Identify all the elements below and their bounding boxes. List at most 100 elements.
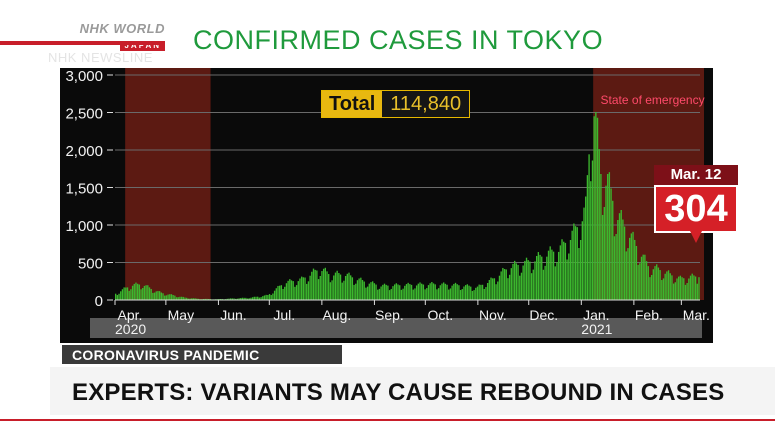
bar — [189, 298, 191, 300]
story-title: EXPERTS: VARIANTS MAY CAUSE REBOUND IN C… — [72, 379, 725, 406]
bar — [576, 227, 578, 300]
bar — [158, 291, 161, 300]
bar — [485, 287, 487, 300]
bar — [317, 279, 320, 300]
y-tick-label: 0 — [95, 293, 103, 310]
bar — [696, 283, 698, 300]
bar — [344, 276, 347, 300]
bar — [554, 266, 556, 300]
bar — [448, 289, 450, 300]
bar — [299, 278, 301, 300]
bar — [277, 285, 279, 300]
bar — [336, 270, 338, 300]
bar — [355, 283, 357, 300]
bar — [600, 174, 602, 300]
bar — [672, 283, 675, 300]
bar — [177, 297, 179, 300]
bar — [691, 273, 693, 300]
bar — [404, 285, 406, 300]
bar — [608, 172, 611, 300]
bar — [378, 288, 381, 300]
bar — [282, 288, 284, 300]
bar — [341, 282, 343, 300]
bar — [145, 285, 147, 300]
bar — [519, 275, 521, 300]
bar — [385, 284, 387, 300]
callout-value: 304 — [654, 185, 738, 233]
bar — [383, 283, 386, 300]
bar — [512, 263, 514, 300]
bar — [169, 294, 171, 300]
bar — [588, 154, 590, 300]
bar — [302, 277, 305, 300]
bar — [116, 295, 119, 300]
bar — [679, 275, 682, 300]
bar — [289, 279, 291, 300]
bar — [698, 277, 700, 300]
bottom-accent-line — [0, 419, 775, 421]
logo-main-text: NHK WORLD — [79, 21, 165, 36]
bar — [138, 284, 141, 300]
bar — [529, 261, 531, 300]
bar — [630, 233, 633, 300]
bar — [363, 281, 365, 300]
bar — [187, 298, 190, 300]
bar — [197, 298, 200, 300]
bar — [534, 261, 536, 300]
bar — [170, 294, 173, 300]
bar — [669, 273, 671, 300]
bar — [297, 281, 299, 300]
bar — [590, 181, 592, 300]
bar — [486, 283, 489, 300]
bar — [273, 290, 276, 300]
bar — [316, 270, 318, 300]
bar — [483, 288, 485, 300]
bar — [454, 282, 457, 300]
y-tick-label: 1,000 — [65, 218, 103, 235]
bar — [375, 284, 377, 300]
bar — [607, 174, 609, 300]
bar — [260, 297, 262, 300]
bar — [595, 112, 597, 300]
bar — [439, 285, 441, 300]
bar — [175, 297, 178, 300]
bar — [579, 240, 582, 300]
bar — [350, 275, 352, 300]
bar — [542, 269, 545, 300]
bar — [412, 289, 414, 300]
bar — [522, 265, 524, 300]
month-label: Jan. — [583, 307, 609, 323]
bar — [319, 276, 321, 300]
bar — [649, 277, 651, 300]
bar — [245, 297, 247, 300]
bar — [280, 285, 283, 300]
bar — [434, 284, 436, 300]
bar — [652, 269, 655, 300]
bar — [566, 259, 568, 300]
bar — [615, 234, 617, 300]
bar — [432, 283, 435, 300]
bar — [226, 298, 228, 300]
bar — [546, 256, 548, 300]
bar — [598, 149, 600, 300]
bar — [678, 276, 680, 300]
bar — [253, 296, 255, 300]
bar — [632, 231, 634, 300]
bar — [162, 293, 164, 300]
bar — [574, 226, 577, 300]
bar — [338, 273, 340, 300]
bar — [578, 248, 580, 300]
bar — [431, 282, 433, 300]
chart-panel: State of emergency 0 500 1,000 1,500 2,000 2,5… — [60, 68, 713, 343]
bar — [530, 273, 533, 300]
year-label: 2020 — [115, 321, 146, 337]
bar — [569, 240, 572, 300]
bar — [612, 200, 614, 300]
bar — [498, 275, 501, 300]
bar — [508, 274, 511, 300]
bar — [645, 261, 648, 300]
bar — [328, 274, 330, 300]
bar — [353, 284, 355, 300]
bar — [397, 284, 399, 300]
bar — [613, 236, 616, 300]
